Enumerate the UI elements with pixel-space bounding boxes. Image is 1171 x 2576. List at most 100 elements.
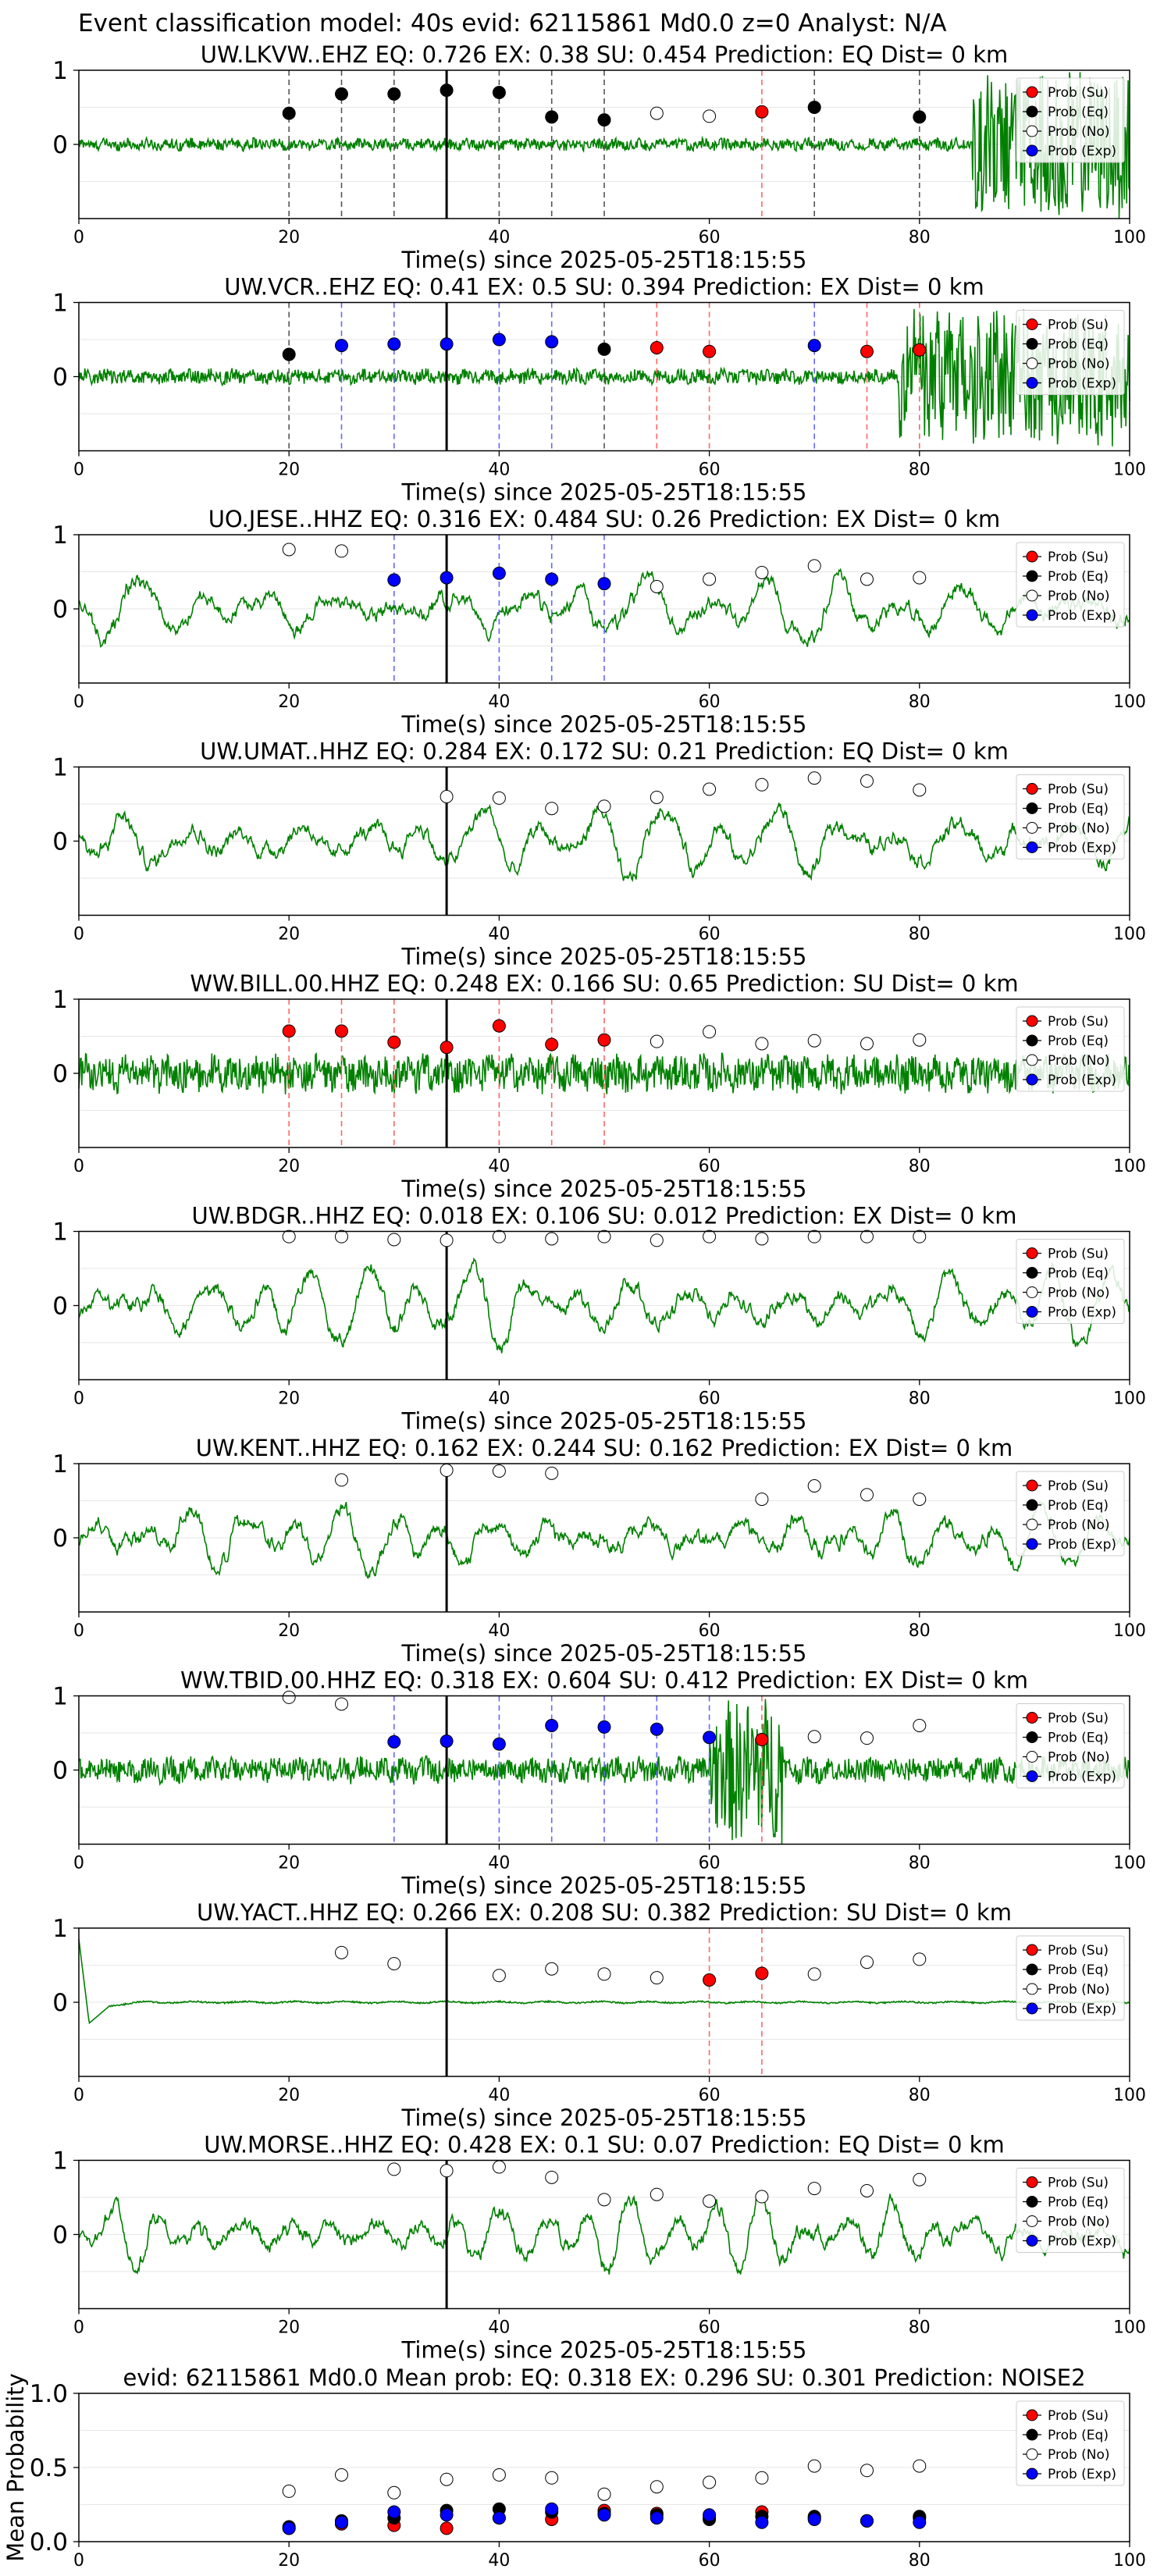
x-tick-label: 40: [488, 2551, 510, 2571]
x-tick-label: 0: [73, 1157, 84, 1176]
prob-point-no: [650, 1034, 664, 1048]
panel-title: UW.LKVW..EHZ EQ: 0.726 EX: 0.38 SU: 0.45…: [201, 41, 1009, 68]
x-axis-label: Time(s) since 2025-05-25T18:15:55: [401, 1640, 807, 1667]
waveform-trace: [79, 2190, 1130, 2275]
legend-marker-exp: [1026, 377, 1038, 389]
legend-marker-eq: [1026, 2428, 1038, 2441]
prob-point-no: [913, 1952, 927, 1966]
x-tick-label: 60: [699, 692, 721, 712]
prob-point-no: [335, 1945, 348, 1959]
mean-point-no: [335, 2468, 348, 2482]
legend-label-exp: Prob (Exp): [1048, 2467, 1116, 2482]
prob-point-su: [335, 1024, 348, 1038]
prob-point-no: [335, 1697, 348, 1711]
x-tick-label: 100: [1113, 461, 1146, 480]
prob-point-no: [492, 1464, 506, 1478]
y-tick-label: 1: [52, 1915, 68, 1943]
legend-marker-eq: [1026, 1499, 1038, 1511]
legend-frame: [1016, 310, 1125, 395]
mean-point-no: [807, 2459, 821, 2473]
legend-label-no: Prob (No): [1048, 2215, 1110, 2230]
x-axis-label: Time(s) since 2025-05-25T18:15:55: [401, 479, 807, 506]
legend-label-eq: Prob (Eq): [1048, 569, 1109, 585]
legend-marker-exp: [1026, 2235, 1038, 2247]
prob-point-exp: [545, 572, 559, 586]
prob-point-no: [807, 1229, 821, 1244]
figure-title: Event classification model: 40s evid: 62…: [78, 9, 947, 37]
y-tick-label: 1.0: [30, 2380, 68, 2408]
mean-point-exp: [703, 2508, 717, 2522]
mean-point-no: [913, 2459, 927, 2473]
legend-marker-su: [1026, 1479, 1038, 1492]
x-tick-label: 20: [278, 692, 300, 712]
legend-label-exp: Prob (Exp): [1048, 2001, 1116, 2017]
legend-marker-su: [1026, 1015, 1038, 1027]
station-panel: UW.VCR..EHZ EQ: 0.41 EX: 0.5 SU: 0.394 P…: [52, 274, 1146, 506]
legend-frame: [1016, 2168, 1125, 2253]
prob-point-no: [860, 1955, 874, 1969]
legend-marker-no: [1026, 1751, 1038, 1763]
prob-point-su: [703, 1973, 717, 1987]
prob-point-no: [807, 2182, 821, 2196]
prob-point-no: [807, 1967, 821, 1981]
legend-frame: [1016, 1239, 1125, 1324]
legend-marker-no: [1026, 125, 1038, 137]
legend-label-no: Prob (No): [1048, 821, 1110, 837]
legend: Prob (Su) Prob (Eq) Prob (No) Prob (Exp): [1016, 77, 1125, 163]
mean-point-exp: [492, 2511, 506, 2525]
y-tick-label: 0: [52, 2222, 68, 2250]
legend-marker-exp: [1026, 609, 1038, 621]
x-tick-label: 0: [73, 1389, 84, 1409]
prob-point-no: [807, 771, 821, 785]
prob-point-exp: [440, 1734, 454, 1748]
prob-point-no: [860, 572, 874, 586]
x-axis-label: Time(s) since 2025-05-25T18:15:55: [401, 944, 807, 970]
prob-point-no: [703, 109, 717, 123]
station-panel: UW.LKVW..EHZ EQ: 0.726 EX: 0.38 SU: 0.45…: [52, 41, 1146, 273]
mean-point-exp: [860, 2514, 874, 2528]
prob-point-no: [282, 1690, 296, 1704]
legend-label-su: Prob (Su): [1048, 550, 1109, 565]
x-tick-label: 80: [909, 1389, 931, 1409]
prob-point-no: [913, 1719, 927, 1732]
prob-point-eq: [387, 87, 401, 101]
x-tick-label: 20: [278, 228, 300, 247]
x-axis-label: Time(s) since 2025-05-25T18:15:55: [401, 1408, 807, 1435]
prob-point-su: [755, 1733, 769, 1747]
panel-title: UW.BDGR..HHZ EQ: 0.018 EX: 0.106 SU: 0.0…: [192, 1203, 1017, 1229]
station-panel: UO.JESE..HHZ EQ: 0.316 EX: 0.484 SU: 0.2…: [52, 506, 1146, 738]
legend-marker-exp: [1026, 2467, 1038, 2480]
x-tick-label: 100: [1113, 1621, 1146, 1641]
station-panel: UW.MORSE..HHZ EQ: 0.428 EX: 0.1 SU: 0.07…: [52, 2132, 1146, 2364]
x-tick-label: 80: [909, 2086, 931, 2105]
prob-point-exp: [492, 333, 506, 347]
legend-marker-exp: [1026, 841, 1038, 853]
legend-frame: [1016, 1703, 1125, 1788]
legend-label-eq: Prob (Eq): [1048, 105, 1109, 120]
panel-title: WW.BILL.00.HHZ EQ: 0.248 EX: 0.166 SU: 0…: [190, 970, 1018, 997]
waveform-trace: [78, 1939, 1130, 2025]
prob-point-no: [440, 2164, 454, 2178]
panel-title: WW.TBID.00.HHZ EQ: 0.318 EX: 0.604 SU: 0…: [180, 1667, 1028, 1694]
x-tick-label: 80: [909, 2551, 931, 2571]
mean-point-exp: [913, 2515, 927, 2529]
legend-marker-eq: [1026, 570, 1038, 582]
x-tick-label: 40: [488, 461, 510, 480]
prob-point-no: [545, 1232, 559, 1246]
legend-label-exp: Prob (Exp): [1048, 1770, 1116, 1785]
prob-point-eq: [440, 84, 454, 98]
prob-point-no: [860, 1731, 874, 1745]
legend-marker-no: [1026, 822, 1038, 834]
x-tick-label: 100: [1113, 2086, 1146, 2105]
legend-label-eq: Prob (Eq): [1048, 1962, 1109, 1978]
prob-point-no: [755, 2190, 769, 2204]
x-tick-label: 60: [699, 228, 721, 247]
prob-point-su: [860, 344, 874, 358]
x-tick-label: 80: [909, 228, 931, 247]
prob-point-no: [755, 777, 769, 792]
mean-point-exp: [440, 2508, 454, 2522]
mean-point-su: [440, 2521, 454, 2535]
legend-marker-eq: [1026, 802, 1038, 814]
legend-label-exp: Prob (Exp): [1048, 2234, 1116, 2250]
